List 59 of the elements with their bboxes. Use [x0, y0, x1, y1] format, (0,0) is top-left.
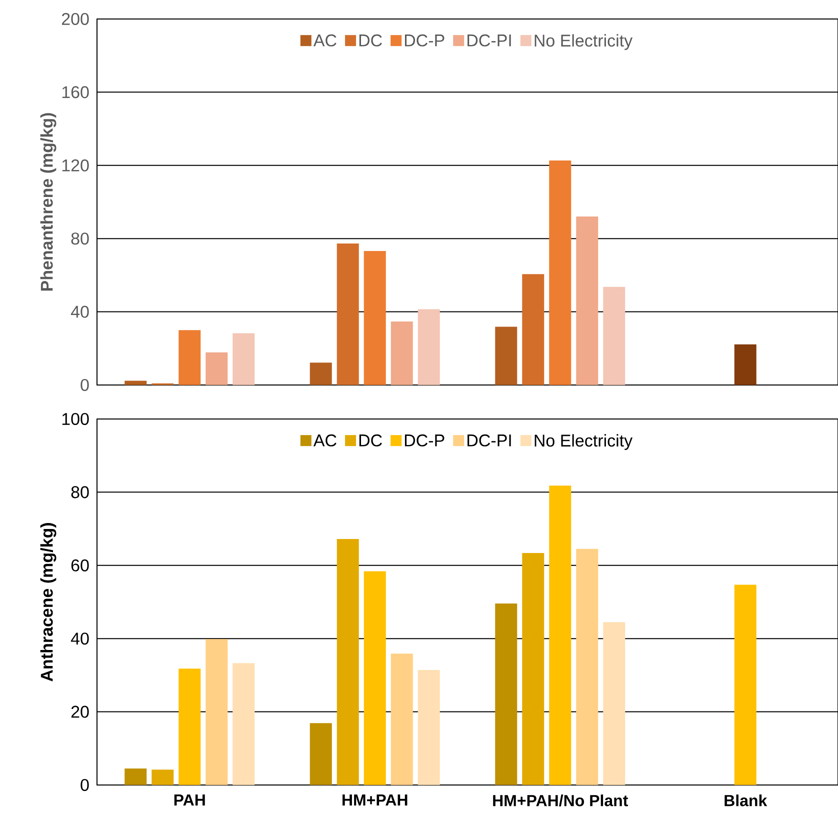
- legend-label: DC: [359, 34, 382, 46]
- bar: [390, 654, 413, 785]
- bar: [232, 333, 255, 385]
- bar: [495, 603, 518, 785]
- x-tick-label: PAH: [174, 794, 205, 806]
- bar: [124, 380, 147, 385]
- bar: [206, 352, 228, 385]
- y-tick-label: 160: [62, 86, 89, 98]
- bar: [364, 571, 386, 785]
- y-tick-label: 40: [70, 306, 89, 318]
- legend-label: DC-P: [404, 34, 444, 46]
- y-tick-label: 80: [71, 232, 89, 245]
- y-tick-label: 100: [62, 412, 89, 426]
- legend-label: DC: [359, 434, 382, 446]
- bar: [549, 486, 572, 785]
- y-tick-label: 20: [71, 706, 89, 718]
- y-tick-label: 60: [71, 559, 89, 572]
- y-tick-label: 80: [71, 486, 89, 498]
- y-tick-label: 0: [80, 378, 89, 392]
- bar: [336, 244, 359, 385]
- x-tick-label: Blank: [724, 794, 768, 806]
- bar: [178, 668, 201, 785]
- bar: [603, 622, 626, 785]
- bar: [310, 723, 332, 785]
- bar: [124, 768, 147, 785]
- y-axis-title: Anthracene (mg/kg): [40, 523, 56, 682]
- bar: [522, 552, 544, 785]
- bar: [364, 251, 386, 385]
- bar: [576, 548, 598, 785]
- bar: [232, 663, 255, 785]
- legend-label: DC-P: [404, 434, 444, 446]
- legend-label: DC-PI: [468, 34, 511, 46]
- y-tick-label: 200: [62, 12, 89, 26]
- bar: [603, 286, 626, 385]
- legend-label: No Electricity: [534, 34, 633, 50]
- bar: [206, 638, 228, 785]
- x-tick-label: HM+PAH/No Plant: [493, 794, 628, 806]
- y-tick-label: 40: [70, 632, 89, 645]
- legend-label: AC: [313, 34, 336, 46]
- bar: [495, 326, 518, 385]
- legend-label: No Electricity: [534, 434, 633, 450]
- bar: [336, 539, 359, 785]
- bar: [576, 216, 598, 385]
- bar: [418, 309, 440, 385]
- bar: [390, 321, 413, 385]
- x-tick-label: HM+PAH: [342, 794, 408, 806]
- bar: [418, 670, 440, 785]
- legend-label: DC-PI: [468, 434, 511, 446]
- y-tick-label: 120: [62, 159, 89, 172]
- y-tick-label: 0: [80, 778, 89, 792]
- bar: [152, 770, 174, 785]
- bar: [178, 330, 201, 385]
- bar: [549, 160, 572, 385]
- bar: [734, 584, 756, 785]
- y-axis-title: Phenanthrene (mg/kg): [40, 113, 56, 291]
- bar: [522, 274, 544, 385]
- bar: [310, 362, 332, 385]
- bar: [734, 344, 756, 385]
- legend-label: AC: [313, 434, 336, 446]
